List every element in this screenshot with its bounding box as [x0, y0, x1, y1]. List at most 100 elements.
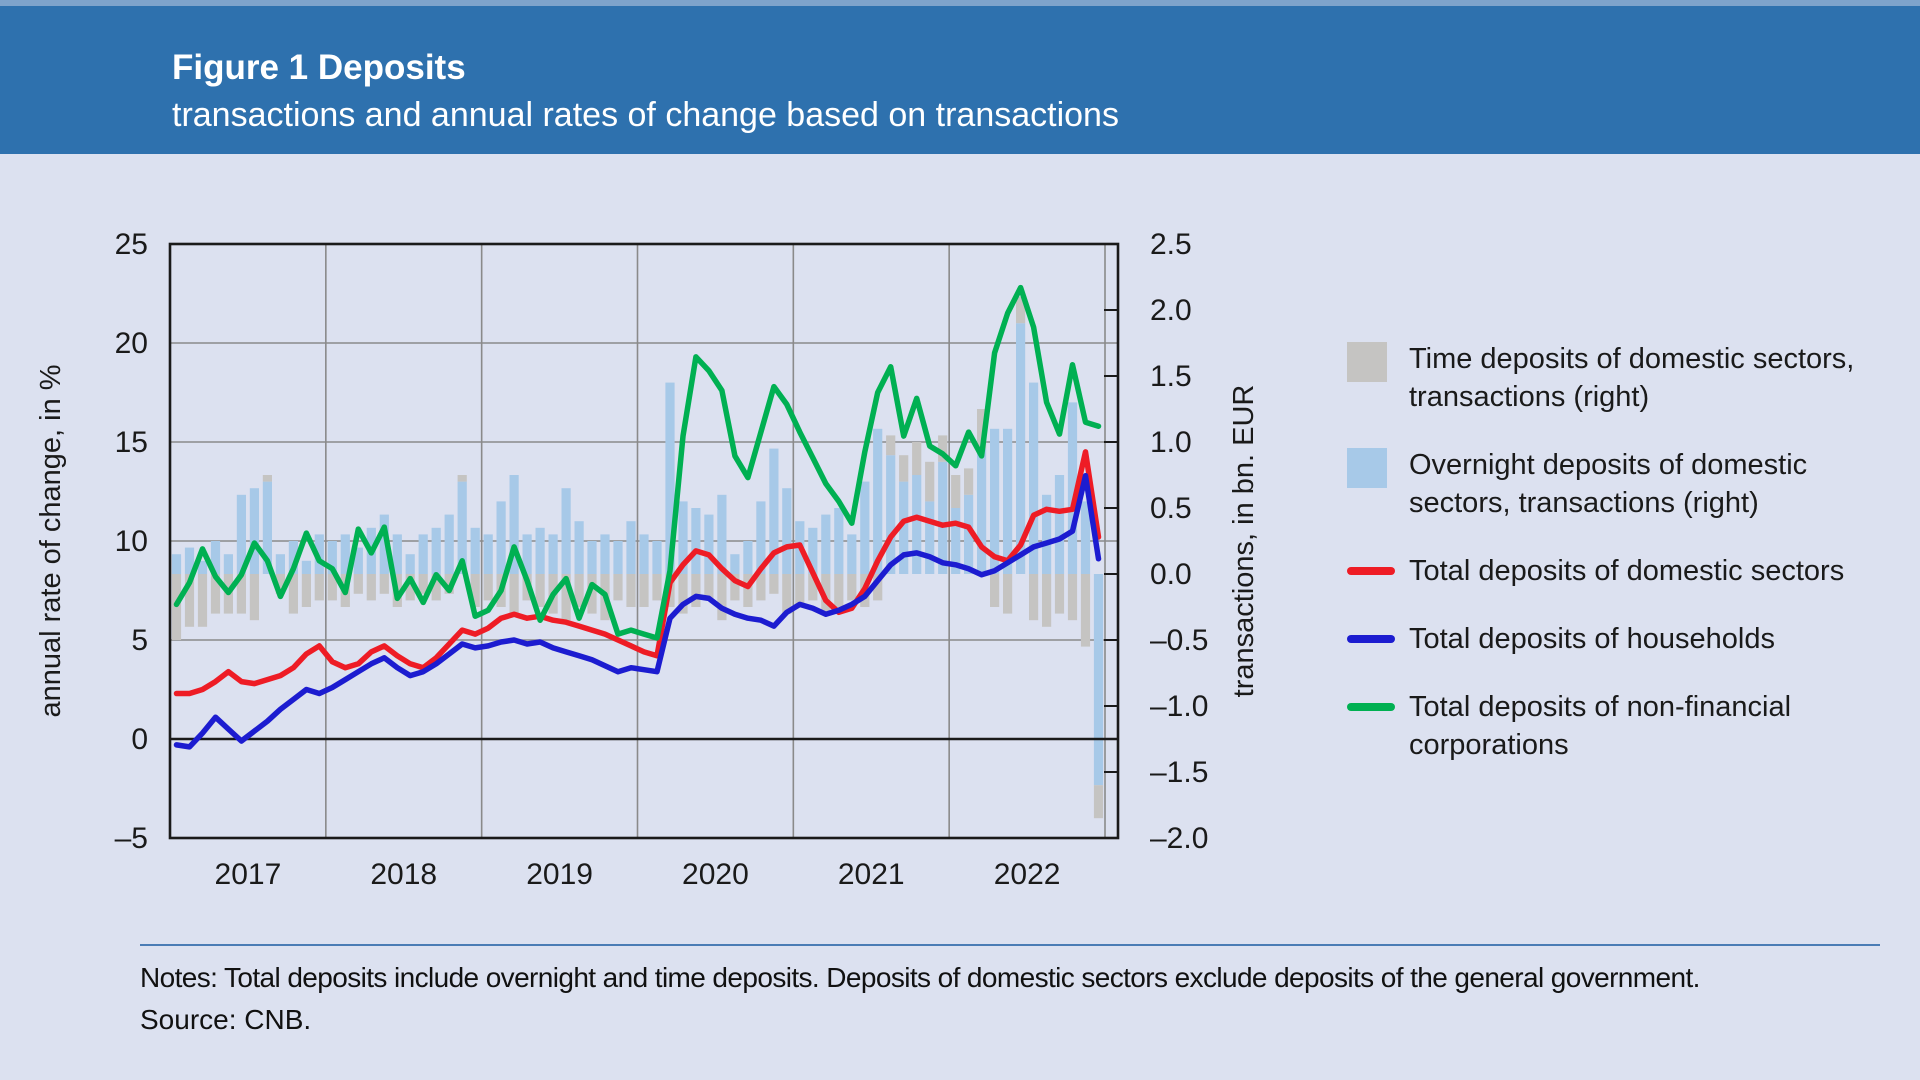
bar: [782, 574, 792, 614]
bar: [366, 574, 376, 601]
bar: [925, 461, 935, 502]
bar: [496, 501, 506, 574]
bar: [951, 508, 961, 574]
bar: [899, 455, 909, 482]
non-financial-line-swatch-icon: [1347, 703, 1395, 711]
bar: [652, 541, 662, 574]
bar: [262, 475, 272, 482]
bar: [756, 574, 766, 601]
right-axis-tick-label: 1.0: [1150, 426, 1192, 459]
bar: [327, 574, 337, 601]
bar: [574, 574, 584, 607]
figure-subtitle: transactions and annual rates of change …: [172, 96, 1119, 134]
bar: [184, 574, 195, 627]
right-axis-tick-label: 2.5: [1150, 228, 1192, 261]
figure-title: Figure 1 Deposits: [172, 48, 466, 87]
bar: [717, 494, 727, 574]
bar: [1093, 785, 1104, 819]
bar: [821, 514, 831, 574]
x-axis-year-label: 2018: [370, 858, 437, 891]
bar: [249, 574, 259, 621]
bar: [197, 560, 208, 574]
bar: [522, 534, 532, 574]
bar: [1016, 323, 1026, 574]
bar: [834, 574, 844, 607]
bar: [288, 541, 298, 574]
figure-header: Figure 1 Deposits transactions and annua…: [0, 0, 1920, 154]
bar: [262, 481, 272, 574]
bar: [1054, 475, 1065, 574]
bar: [509, 574, 519, 614]
header-accent-strip: [0, 0, 1920, 6]
bar: [912, 475, 922, 574]
bar: [210, 541, 221, 574]
legend-item-total-domestic: Total deposits of domestic sectors: [1347, 552, 1907, 590]
bar: [431, 574, 441, 601]
bar: [678, 574, 688, 614]
bar: [431, 527, 441, 574]
legend-label: Time deposits of domestic sectors, trans…: [1409, 343, 1855, 413]
bar: [938, 461, 948, 574]
figure-notes: Notes: Total deposits include overnight …: [140, 962, 1700, 993]
bar: [405, 574, 415, 601]
bar: [743, 574, 753, 607]
bars-group: [171, 296, 1104, 819]
bar: [743, 541, 753, 574]
left-axis-tick-label: –5: [115, 822, 148, 855]
legend-label: Overnight deposits of domestic sectors, …: [1409, 449, 1808, 519]
bar: [1042, 574, 1052, 627]
time-deposits-swatch-icon: [1347, 342, 1387, 382]
bar: [210, 574, 221, 614]
x-axis-year-label: 2019: [526, 858, 593, 891]
figure-source: Source: CNB.: [140, 1004, 312, 1035]
bar: [769, 574, 779, 594]
bar: [587, 541, 597, 574]
bar: [314, 574, 324, 601]
right-axis-tick-label: –0.5: [1150, 624, 1208, 657]
bar: [808, 527, 818, 574]
bar: [405, 554, 415, 574]
bar: [639, 534, 649, 574]
bar: [483, 574, 493, 601]
bar: [1016, 296, 1026, 324]
bar: [587, 574, 597, 614]
right-axis-tick-label: –1.0: [1150, 690, 1208, 723]
bar: [457, 481, 467, 574]
bar: [964, 468, 974, 495]
bar: [639, 574, 649, 607]
legend-label: Total deposits of non-financial corporat…: [1409, 691, 1792, 761]
bar: [847, 534, 857, 574]
legend-item-overnight-deposits: Overnight deposits of domestic sectors, …: [1347, 446, 1907, 522]
right-axis-tick-label: 0.0: [1150, 558, 1192, 591]
bar: [704, 514, 714, 574]
bar: [951, 475, 961, 508]
bar: [925, 501, 935, 574]
bar: [223, 554, 233, 574]
right-axis-tick-label: 1.5: [1150, 360, 1192, 393]
bar: [353, 547, 363, 574]
total-domestic-line-swatch-icon: [1347, 567, 1395, 575]
legend-item-non-financial: Total deposits of non-financial corporat…: [1347, 688, 1907, 764]
bar: [236, 494, 246, 574]
bar: [301, 574, 311, 607]
left-axis-tick-label: 5: [131, 624, 148, 657]
bar: [873, 574, 883, 601]
bar: [691, 508, 701, 574]
bar: [275, 574, 285, 594]
bar: [288, 574, 298, 614]
households-line-swatch-icon: [1347, 635, 1395, 643]
legend-item-time-deposits: Time deposits of domestic sectors, trans…: [1347, 340, 1907, 416]
left-axis-tick-label: 10: [115, 525, 148, 558]
bar: [509, 475, 519, 574]
bar: [249, 488, 259, 574]
bar: [600, 534, 610, 574]
right-axis-title: transactions, in bn. EUR: [1228, 385, 1260, 698]
left-axis-title: annual rate of change, in %: [35, 364, 67, 717]
bar: [314, 534, 324, 574]
bar: [847, 574, 857, 601]
bar: [691, 574, 701, 607]
bar: [730, 574, 740, 601]
bar: [717, 574, 727, 621]
bar: [470, 527, 480, 574]
